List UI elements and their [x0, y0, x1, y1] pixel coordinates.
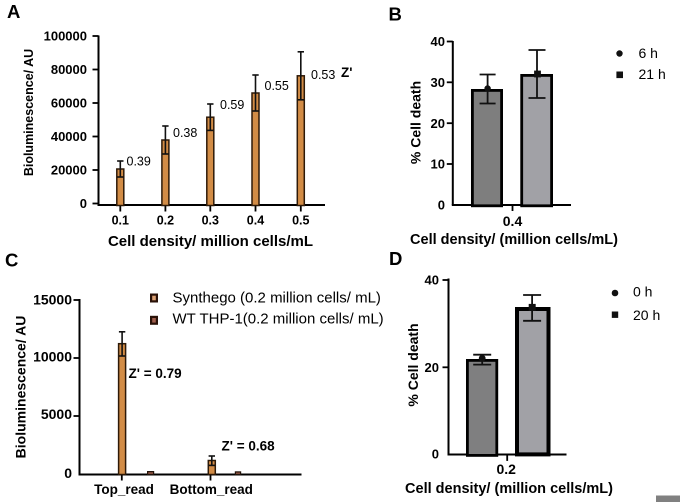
svg-text:5000: 5000	[41, 406, 72, 422]
svg-text:Bioluminescence/ AU: Bioluminescence/ AU	[13, 316, 29, 459]
svg-text:Bottom_read: Bottom_read	[170, 482, 253, 497]
svg-text:0: 0	[80, 196, 87, 211]
svg-text:0.53: 0.53	[311, 68, 335, 82]
svg-text:B: B	[389, 4, 402, 25]
svg-text:80000: 80000	[51, 62, 87, 77]
svg-text:Synthego (0.2 million cells/ m: Synthego (0.2 million cells/ mL)	[173, 290, 381, 307]
svg-text:% Cell death: % Cell death	[405, 323, 421, 406]
svg-text:21 h: 21 h	[639, 66, 666, 82]
svg-text:0: 0	[432, 446, 439, 461]
svg-text:0.59: 0.59	[220, 98, 244, 112]
svg-text:Cell density/ (million cells/m: Cell density/ (million cells/mL)	[410, 232, 618, 248]
svg-text:10: 10	[431, 157, 445, 172]
svg-text:0.2: 0.2	[157, 214, 174, 228]
svg-text:Cell density/ million cells/mL: Cell density/ million cells/mL	[108, 233, 313, 250]
svg-text:0.1: 0.1	[112, 214, 129, 228]
svg-text:0.3: 0.3	[202, 214, 219, 228]
svg-text:0.4: 0.4	[247, 214, 264, 228]
svg-text:0: 0	[438, 198, 445, 213]
svg-text:0.55: 0.55	[265, 79, 289, 93]
svg-text:Z' = 0.79: Z' = 0.79	[129, 366, 182, 381]
svg-text:0 h: 0 h	[633, 284, 652, 300]
svg-text:0.4: 0.4	[503, 213, 523, 229]
svg-text:A: A	[7, 1, 20, 22]
svg-text:0: 0	[64, 465, 72, 481]
svg-text:Cell density/ (million cells/m: Cell density/ (million cells/mL)	[405, 481, 613, 497]
svg-text:60000: 60000	[51, 96, 87, 111]
svg-text:Z': Z'	[341, 65, 352, 80]
svg-text:20: 20	[425, 360, 439, 375]
svg-text:40: 40	[425, 273, 439, 288]
svg-text:Bioluminescence/ AU: Bioluminescence/ AU	[22, 49, 36, 176]
svg-text:40: 40	[431, 34, 445, 49]
svg-text:Z' = 0.68: Z' = 0.68	[222, 439, 276, 454]
svg-text:0.5: 0.5	[292, 214, 309, 228]
svg-text:10000: 10000	[33, 349, 72, 365]
svg-text:6 h: 6 h	[639, 45, 658, 61]
svg-text:20 h: 20 h	[633, 307, 660, 323]
svg-text:40000: 40000	[51, 129, 87, 144]
svg-text:C: C	[5, 250, 18, 271]
svg-text:D: D	[389, 248, 402, 269]
svg-text:0.2: 0.2	[496, 461, 516, 477]
svg-text:15000: 15000	[33, 292, 72, 308]
svg-text:20: 20	[431, 116, 445, 131]
svg-text:100000: 100000	[44, 29, 87, 44]
svg-text:% Cell death: % Cell death	[408, 81, 424, 164]
svg-text:0.38: 0.38	[173, 126, 197, 140]
svg-text:0.39: 0.39	[127, 155, 151, 169]
svg-text:20000: 20000	[51, 163, 87, 178]
svg-text:WT THP-1(0.2 million cells/ mL: WT THP-1(0.2 million cells/ mL)	[173, 311, 384, 328]
svg-text:Top_read: Top_read	[94, 482, 154, 497]
svg-text:30: 30	[431, 75, 445, 90]
